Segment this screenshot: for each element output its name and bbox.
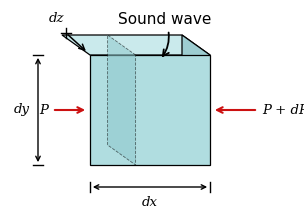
Text: dz: dz <box>49 12 64 25</box>
Text: dx: dx <box>142 196 158 209</box>
Text: P: P <box>39 103 48 117</box>
Polygon shape <box>90 55 210 165</box>
Text: Sound wave: Sound wave <box>118 12 212 56</box>
Text: dy: dy <box>14 103 30 117</box>
Polygon shape <box>108 35 136 165</box>
Polygon shape <box>182 35 210 165</box>
Polygon shape <box>62 35 210 55</box>
Text: P + dP: P + dP <box>262 103 304 117</box>
